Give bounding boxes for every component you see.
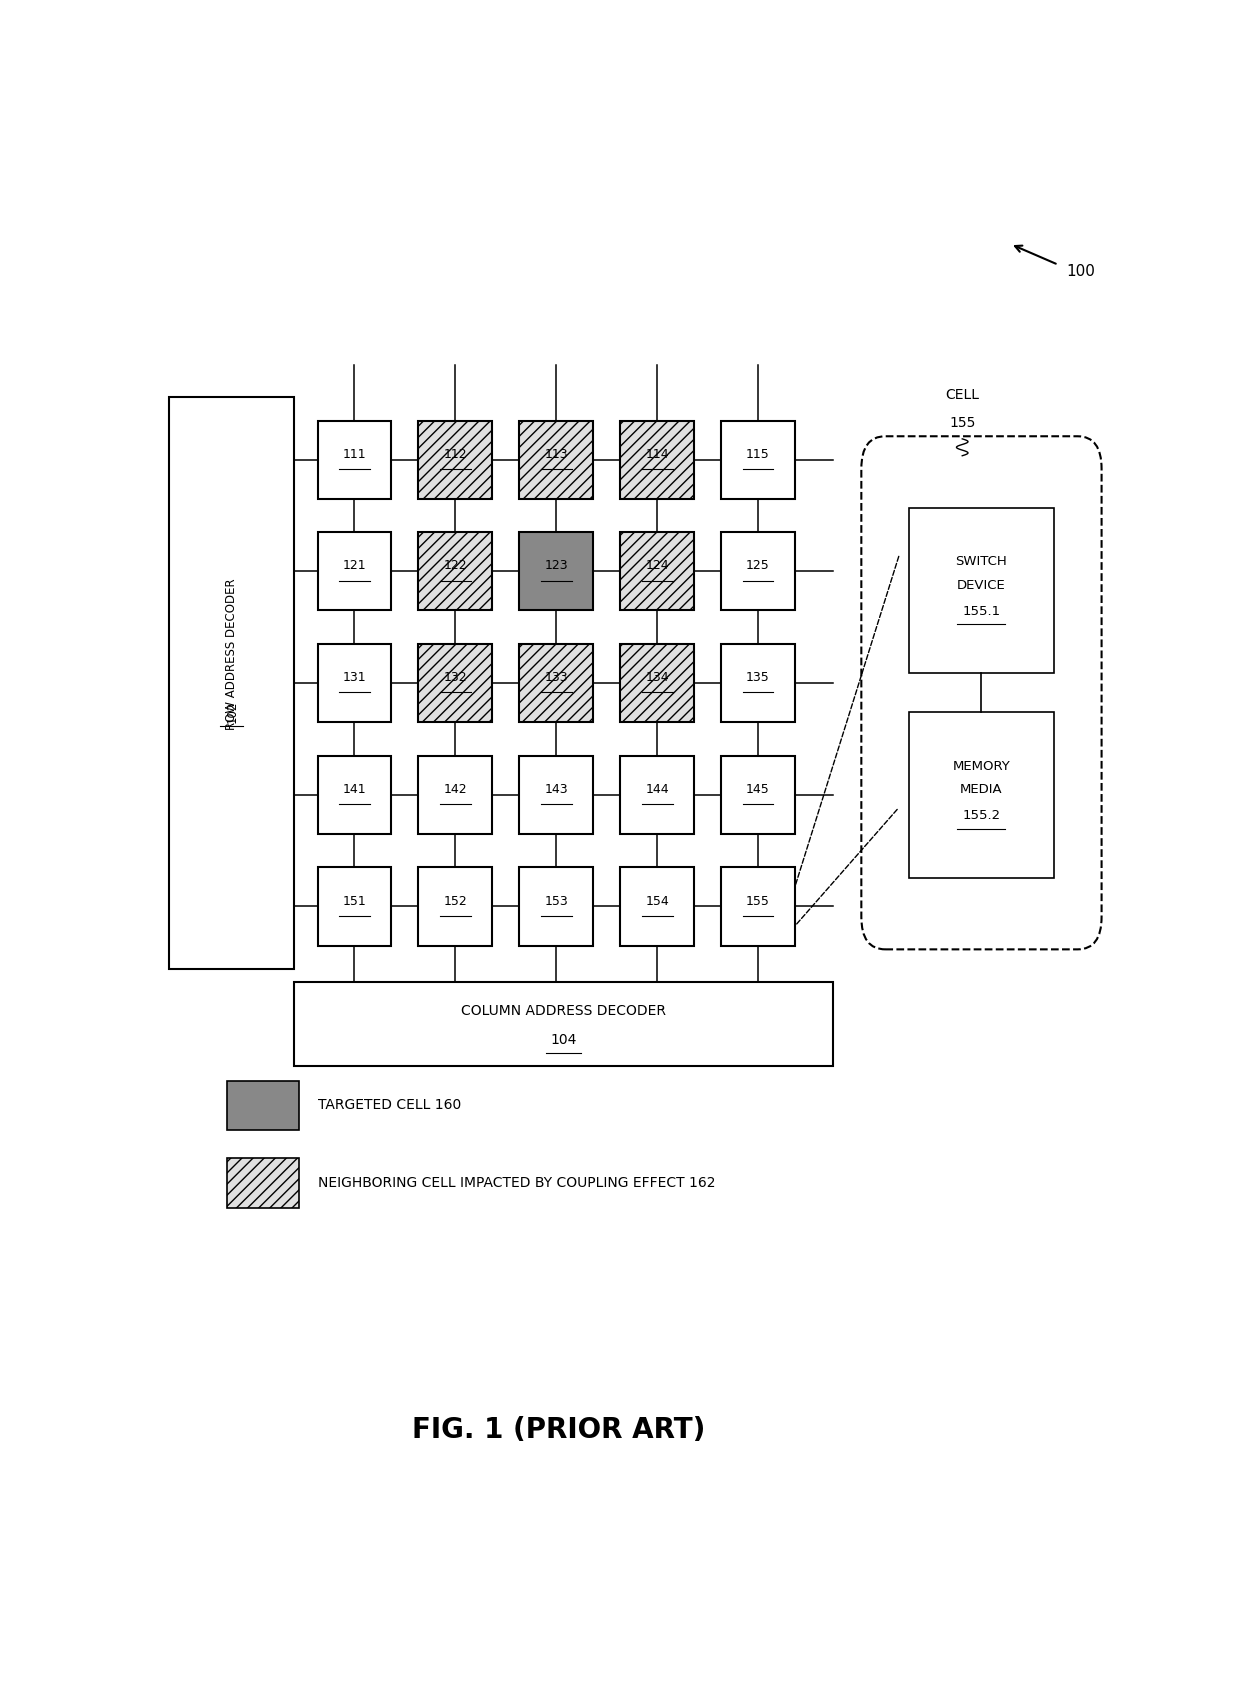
Bar — [722, 644, 795, 722]
Text: 112: 112 — [444, 447, 467, 461]
Bar — [418, 420, 492, 499]
Text: COLUMN ADDRESS DECODER: COLUMN ADDRESS DECODER — [461, 1004, 666, 1017]
Bar — [418, 867, 492, 946]
Text: 111: 111 — [342, 447, 366, 461]
Bar — [317, 420, 392, 499]
Text: NEIGHBORING CELL IMPACTED BY COUPLING EFFECT 162: NEIGHBORING CELL IMPACTED BY COUPLING EF… — [319, 1176, 715, 1189]
Text: DEVICE: DEVICE — [957, 579, 1006, 592]
Text: 102: 102 — [226, 700, 238, 722]
Bar — [909, 508, 1054, 673]
Bar — [722, 533, 795, 611]
Text: 133: 133 — [544, 671, 568, 685]
Text: 131: 131 — [342, 671, 366, 685]
Text: 100: 100 — [1066, 263, 1095, 278]
Bar — [722, 756, 795, 833]
Bar — [294, 982, 832, 1066]
Bar — [227, 1159, 299, 1208]
Text: 154: 154 — [645, 894, 670, 908]
Bar — [520, 756, 593, 833]
Bar — [317, 533, 392, 611]
Text: 121: 121 — [342, 560, 366, 572]
Text: 155.1: 155.1 — [962, 606, 1001, 617]
Text: 143: 143 — [544, 783, 568, 796]
Bar — [620, 867, 694, 946]
Text: 155: 155 — [746, 894, 770, 908]
FancyBboxPatch shape — [862, 437, 1101, 950]
Text: 155: 155 — [949, 417, 976, 430]
Text: ROW ADDRESS DECODER: ROW ADDRESS DECODER — [226, 579, 238, 730]
Bar — [722, 420, 795, 499]
Text: MEMORY: MEMORY — [952, 761, 1011, 773]
Text: TARGETED CELL 160: TARGETED CELL 160 — [319, 1098, 461, 1112]
Text: CELL: CELL — [945, 388, 980, 402]
Text: 152: 152 — [444, 894, 467, 908]
Bar — [317, 756, 392, 833]
Text: 141: 141 — [342, 783, 366, 796]
Bar — [520, 867, 593, 946]
Text: 153: 153 — [544, 894, 568, 908]
Text: 113: 113 — [544, 447, 568, 461]
Bar — [317, 867, 392, 946]
Text: 114: 114 — [645, 447, 668, 461]
Text: 134: 134 — [645, 671, 668, 685]
Bar — [227, 1081, 299, 1130]
Bar — [520, 644, 593, 722]
Bar — [620, 533, 694, 611]
Text: 151: 151 — [342, 894, 366, 908]
Text: 132: 132 — [444, 671, 467, 685]
Bar — [418, 756, 492, 833]
Text: 135: 135 — [746, 671, 770, 685]
Bar — [620, 644, 694, 722]
Text: MEDIA: MEDIA — [960, 783, 1003, 796]
Bar — [418, 533, 492, 611]
Bar — [418, 644, 492, 722]
Text: SWITCH: SWITCH — [956, 555, 1007, 569]
Text: 142: 142 — [444, 783, 467, 796]
Bar — [520, 533, 593, 611]
Text: 123: 123 — [544, 560, 568, 572]
Bar — [722, 867, 795, 946]
Bar — [620, 420, 694, 499]
Text: 125: 125 — [746, 560, 770, 572]
Text: 115: 115 — [746, 447, 770, 461]
Text: 144: 144 — [645, 783, 668, 796]
Bar — [520, 420, 593, 499]
Text: 104: 104 — [551, 1032, 577, 1046]
Bar — [909, 712, 1054, 877]
Bar — [317, 644, 392, 722]
Text: 124: 124 — [645, 560, 668, 572]
Text: FIG. 1 (PRIOR ART): FIG. 1 (PRIOR ART) — [412, 1415, 706, 1444]
Text: 155.2: 155.2 — [962, 810, 1001, 822]
Text: 145: 145 — [746, 783, 770, 796]
Bar — [170, 398, 294, 968]
Text: 122: 122 — [444, 560, 467, 572]
Bar — [620, 756, 694, 833]
